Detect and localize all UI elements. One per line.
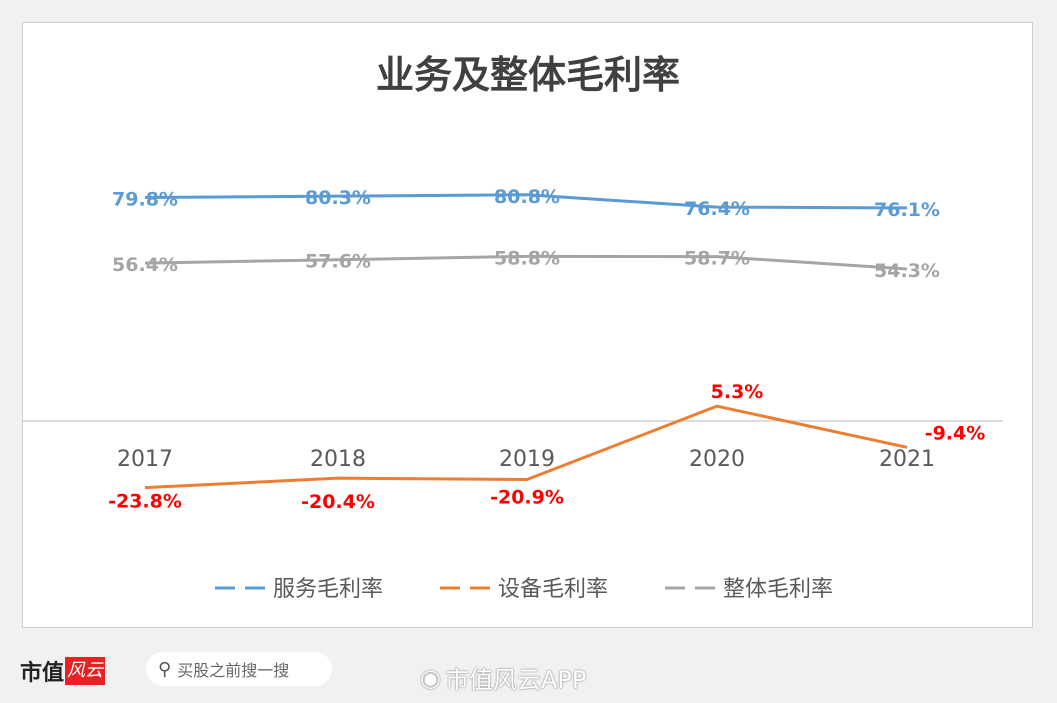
legend-label: 整体毛利率	[723, 577, 833, 602]
legend-label: 设备毛利率	[498, 577, 608, 602]
x-tick-label: 2021	[879, 447, 935, 472]
x-tick-label: 2018	[310, 447, 366, 472]
data-label: 80.8%	[494, 186, 560, 208]
data-label: 58.7%	[684, 248, 750, 270]
weibo-icon: ◉	[420, 663, 441, 692]
data-label: 56.4%	[112, 254, 178, 276]
data-label: -20.9%	[490, 487, 564, 509]
data-label: 5.3%	[711, 381, 764, 403]
search-icon: ⚲	[158, 658, 172, 680]
data-label: -20.4%	[301, 491, 375, 513]
data-label: 54.3%	[874, 260, 940, 282]
data-label: 76.1%	[874, 199, 940, 221]
weibo-watermark: ◉ 市值风云APP	[420, 660, 586, 695]
data-label: -9.4%	[925, 422, 986, 444]
logo-badge: 风云	[65, 657, 106, 685]
x-tick-label: 2017	[117, 447, 173, 472]
chart-title: 业务及整体毛利率	[376, 53, 680, 97]
data-label: 58.8%	[494, 247, 560, 269]
watermark-text: 市值风云APP	[444, 666, 587, 694]
data-label: 57.6%	[305, 251, 371, 273]
data-label: 80.3%	[305, 187, 371, 209]
search-box[interactable]: ⚲ 买股之前搜一搜	[146, 652, 332, 686]
legend-label: 服务毛利率	[273, 577, 383, 602]
search-placeholder: 买股之前搜一搜	[177, 661, 290, 680]
x-tick-label: 2019	[499, 447, 555, 472]
logo-text: 市值	[20, 661, 65, 686]
chart-card	[22, 22, 1033, 628]
x-tick-label: 2020	[689, 447, 745, 472]
data-label: -23.8%	[108, 491, 182, 513]
data-label: 76.4%	[684, 198, 750, 220]
brand-logo: 市值 风云	[20, 655, 106, 687]
data-label: 79.8%	[112, 189, 178, 211]
